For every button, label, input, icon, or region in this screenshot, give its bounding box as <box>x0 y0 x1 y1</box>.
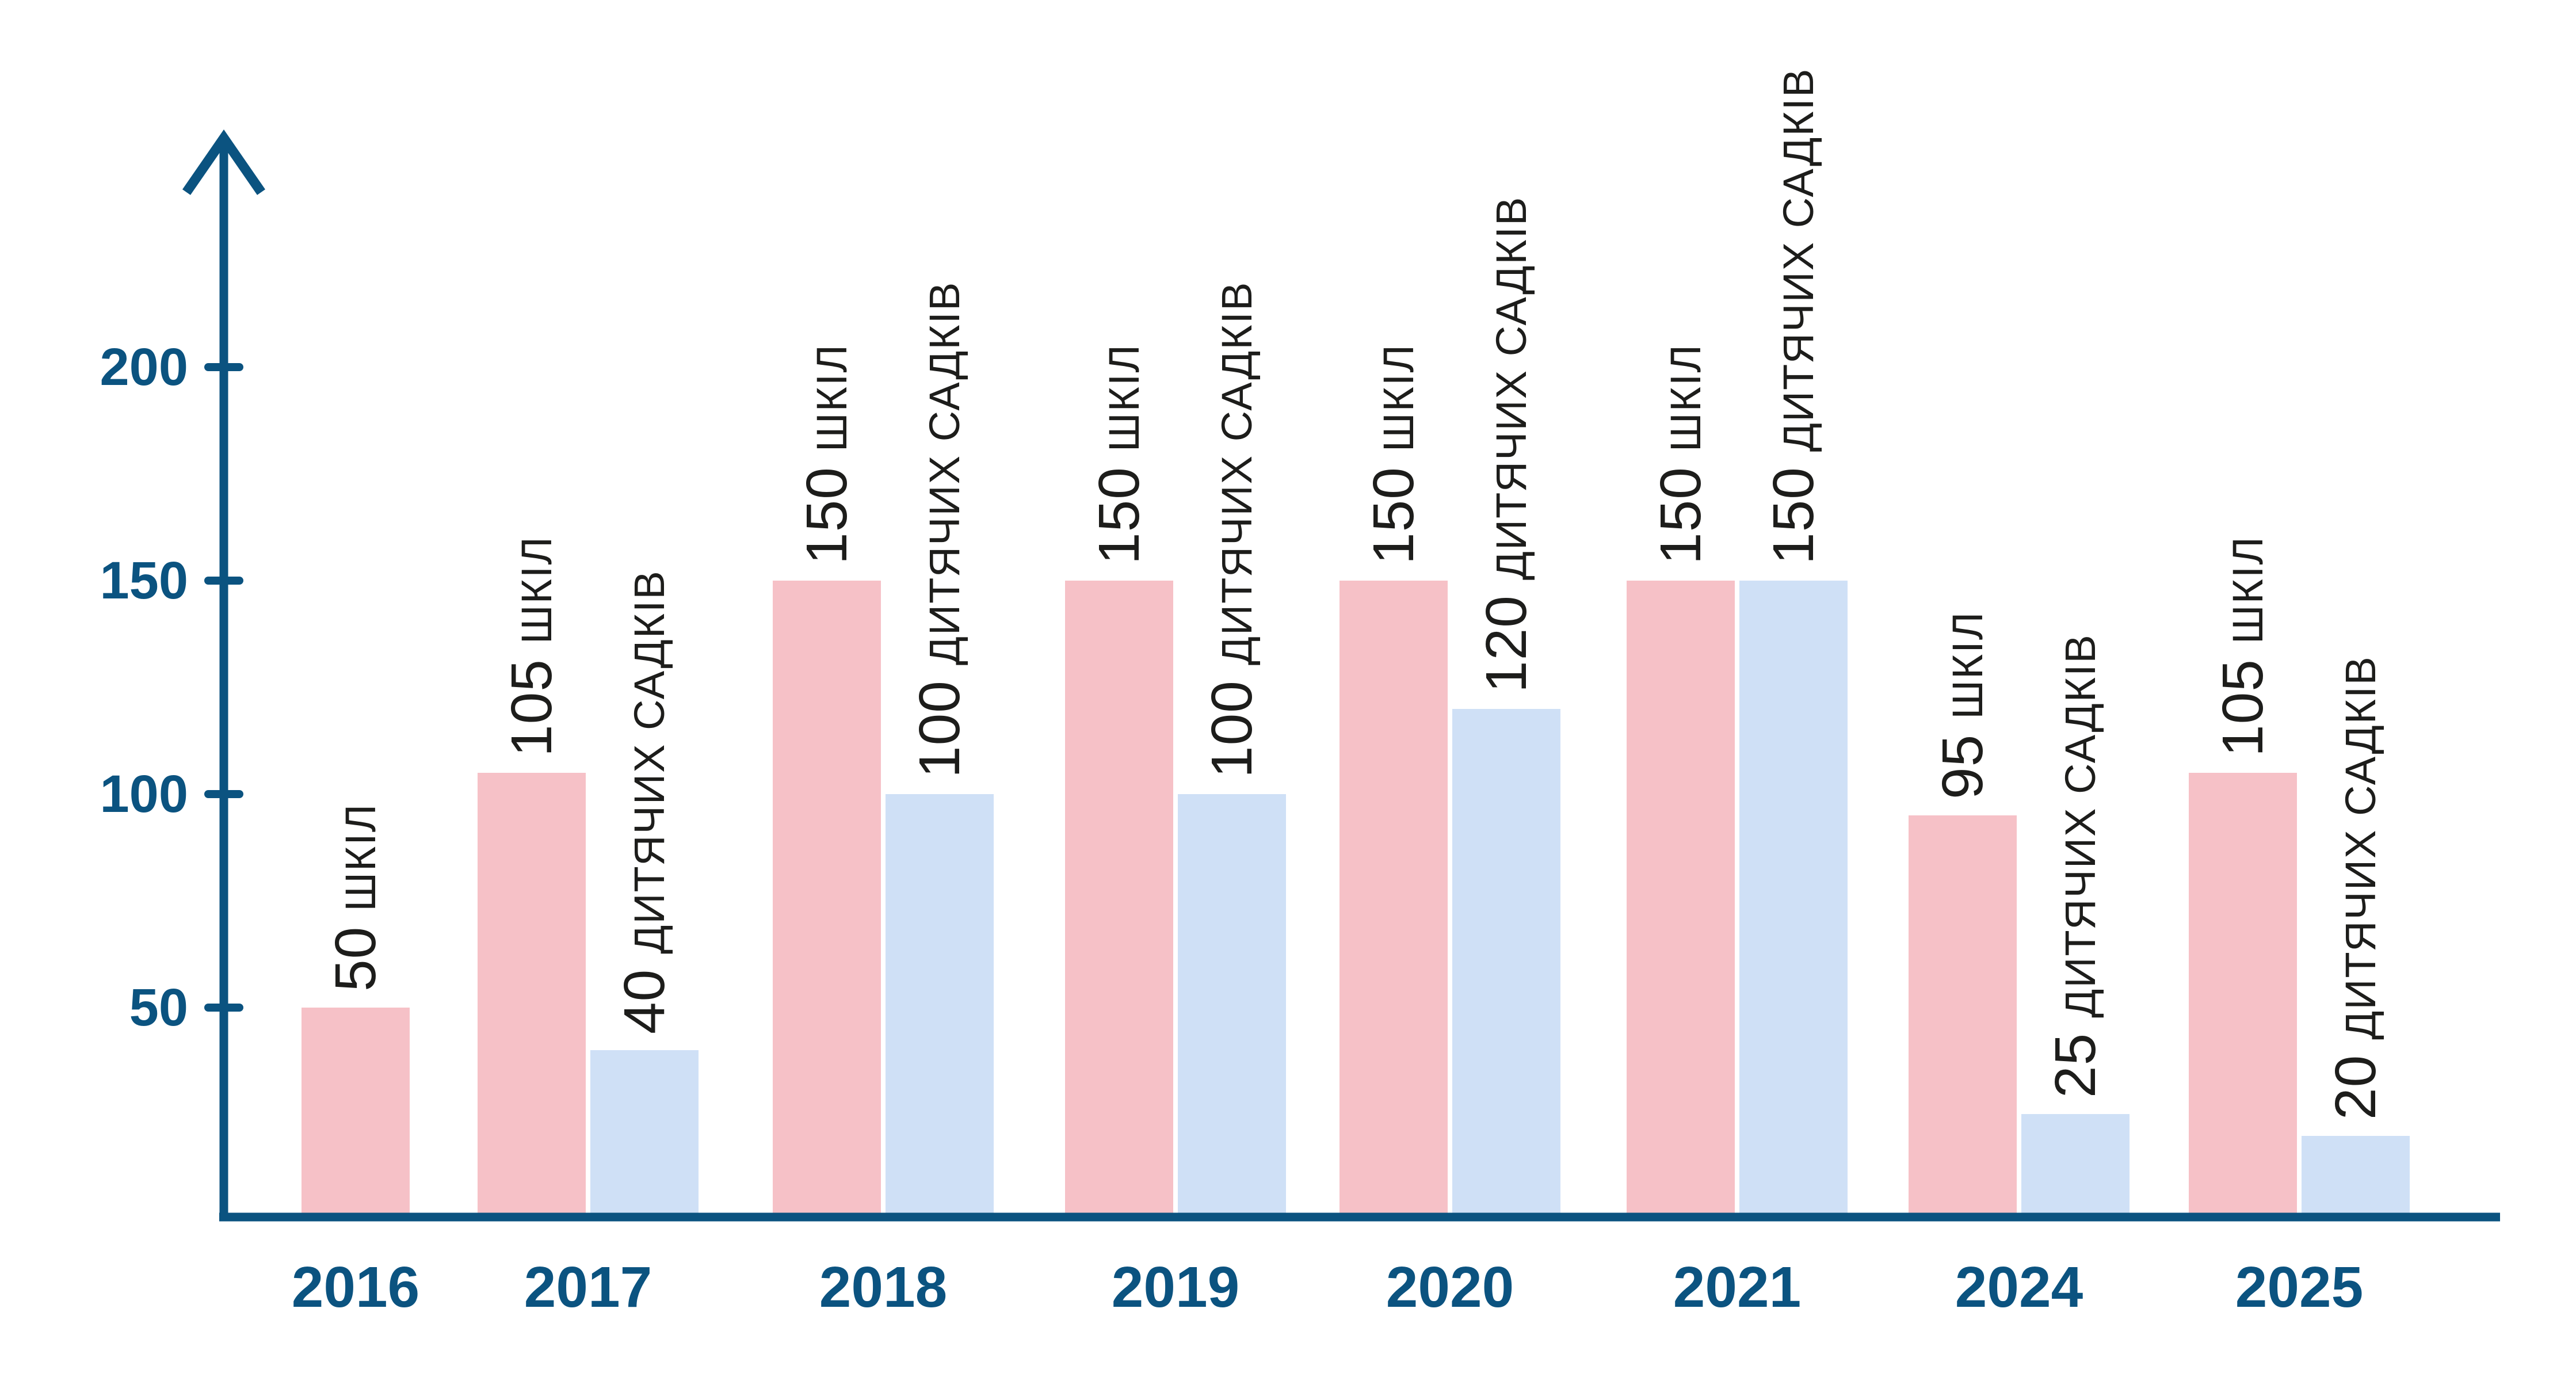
x-axis-label-2021: 2021 <box>1673 1255 1802 1319</box>
bar-unit: шкіл <box>1375 344 1422 452</box>
bar-unit: дитячих садків <box>1487 196 1535 581</box>
bar-label-kindergartens-2024: 25 дитячих садків <box>2043 634 2108 1098</box>
y-tick-150 <box>204 577 243 585</box>
bar-schools-2018 <box>773 581 881 1221</box>
bar-label-kindergartens-2025: 20 дитячих садків <box>2323 655 2388 1120</box>
bar-value: 150 <box>1087 467 1151 564</box>
bar-unit: шкіл <box>2224 536 2272 644</box>
bar-label-schools-2017: 105 шкіл <box>499 536 564 757</box>
bar-schools-2025 <box>2189 773 2297 1221</box>
bar-value: 120 <box>1474 595 1539 693</box>
x-axis-label-2018: 2018 <box>819 1255 948 1319</box>
bar-label-schools-2018: 150 шкіл <box>795 344 859 564</box>
y-tick-label-100: 100 <box>100 764 189 823</box>
bar-unit: дитячих садків <box>921 281 968 666</box>
x-axis-label-2016: 2016 <box>291 1255 420 1319</box>
bar-unit: шкіл <box>1100 344 1148 452</box>
bar-label-kindergartens-2021: 150 дитячих садків <box>1761 67 1826 564</box>
bar-label-kindergartens-2019: 100 дитячих садків <box>1200 281 1264 778</box>
bar-kindergartens-2020 <box>1452 709 1560 1221</box>
bar-label-schools-2019: 150 шкіл <box>1087 344 1151 564</box>
bar-value: 95 <box>1930 734 1995 799</box>
bar-value: 25 <box>2043 1032 2108 1098</box>
bar-schools-2017 <box>478 773 586 1221</box>
bar-schools-2024 <box>1909 815 2017 1221</box>
bar-value: 40 <box>612 968 677 1034</box>
bar-value: 50 <box>323 926 388 991</box>
bar-unit: шкіл <box>513 536 560 644</box>
bar-kindergartens-2021 <box>1739 581 1848 1221</box>
bar-label-schools-2021: 150 шкіл <box>1648 344 1713 564</box>
bar-kindergartens-2025 <box>2302 1136 2410 1221</box>
bar-label-kindergartens-2020: 120 дитячих садків <box>1474 196 1539 693</box>
bar-kindergartens-2024 <box>2021 1114 2130 1221</box>
bar-schools-2016 <box>302 1008 410 1221</box>
bar-kindergartens-2017 <box>590 1050 699 1221</box>
bar-unit: дитячих садків <box>1774 67 1822 452</box>
bar-kindergartens-2018 <box>886 794 994 1221</box>
bar-label-schools-2024: 95 шкіл <box>1930 611 1995 799</box>
bar-value: 105 <box>499 659 564 757</box>
x-axis-label-2025: 2025 <box>2235 1255 2364 1319</box>
bar-unit: шкіл <box>1944 611 1991 719</box>
bar-value: 20 <box>2323 1054 2388 1120</box>
bar-unit: шкіл <box>1662 344 1709 452</box>
bar-label-schools-2020: 150 шкіл <box>1361 344 1426 564</box>
bar-value: 105 <box>2211 659 2275 757</box>
bar-value: 100 <box>1200 680 1264 778</box>
x-axis-label-2024: 2024 <box>1955 1255 2083 1319</box>
bar-unit: шкіл <box>337 803 384 911</box>
y-tick-100 <box>204 790 243 798</box>
bar-value: 150 <box>1648 467 1713 564</box>
bar-unit: шкіл <box>808 344 856 452</box>
bar-unit: дитячих садків <box>2056 634 2104 1018</box>
y-tick-label-200: 200 <box>100 337 189 396</box>
bar-value: 150 <box>1361 467 1426 564</box>
bar-value: 150 <box>1761 467 1826 564</box>
bar-unit: дитячих садків <box>2337 655 2384 1040</box>
bar-label-schools-2025: 105 шкіл <box>2211 536 2275 757</box>
bar-label-kindergartens-2017: 40 дитячих садків <box>612 570 677 1034</box>
x-axis-label-2020: 2020 <box>1386 1255 1514 1319</box>
y-tick-50 <box>204 1004 243 1012</box>
bar-kindergartens-2019 <box>1178 794 1286 1221</box>
bar-label-kindergartens-2018: 100 дитячих садків <box>907 281 972 778</box>
bar-schools-2019 <box>1065 581 1173 1221</box>
bar-schools-2021 <box>1627 581 1735 1221</box>
bar-unit: дитячих садків <box>1213 281 1261 666</box>
bar-label-schools-2016: 50 шкіл <box>323 803 388 991</box>
bar-value: 100 <box>907 680 972 778</box>
x-axis-label-2017: 2017 <box>524 1255 652 1319</box>
x-axis-label-2019: 2019 <box>1111 1255 1240 1319</box>
bar-unit: дитячих садків <box>625 570 673 954</box>
y-tick-label-50: 50 <box>129 978 188 1037</box>
bar-schools-2020 <box>1339 581 1448 1221</box>
y-tick-200 <box>204 363 243 371</box>
bar-value: 150 <box>795 467 859 564</box>
y-tick-label-150: 150 <box>100 551 189 610</box>
